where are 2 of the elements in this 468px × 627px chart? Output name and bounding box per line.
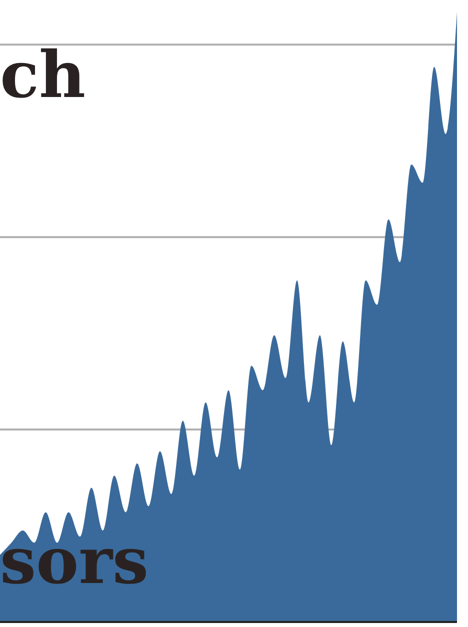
chart-title: ch [0, 38, 86, 113]
annotation: sors [0, 524, 148, 599]
